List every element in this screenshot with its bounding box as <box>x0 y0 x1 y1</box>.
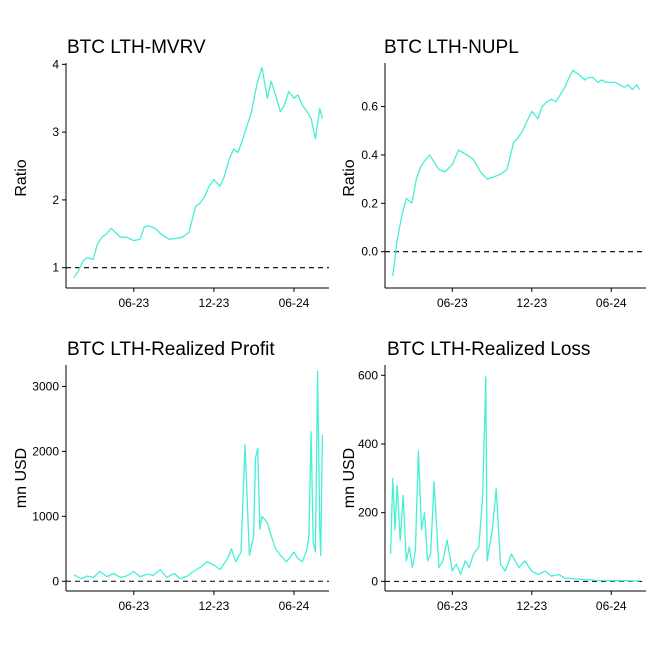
mvrv-ytick-label: 4 <box>52 57 59 71</box>
nupl-ticks: 0.0 0.2 0.4 0.6 06-23 12-23 06-24 <box>361 100 627 310</box>
profit-y-axis-label: mn USD <box>13 448 30 508</box>
profit-ytick-label: 1000 <box>32 509 59 523</box>
nupl-y-axis-label: Ratio <box>341 159 358 196</box>
nupl-ytick-label: 0.6 <box>361 100 378 114</box>
nupl-series-line <box>392 69 641 276</box>
nupl-xtick-label: 06-23 <box>437 296 468 310</box>
profit-series-line <box>73 370 324 580</box>
mvrv-xtick-label: 06-24 <box>279 296 310 310</box>
loss-ytick-label: 0 <box>371 574 378 588</box>
profit-ytick-label: 2000 <box>32 444 59 458</box>
mvrv-panel: BTC LTH-MVRV Ratio 1 2 3 4 06-23 12-23 06-24 <box>13 37 329 310</box>
profit-ticks: 0 1000 2000 3000 06-23 12-23 06-24 <box>32 379 309 613</box>
nupl-panel: BTC LTH-NUPL Ratio 0.0 0.2 0.4 0.6 06-23 12-2… <box>341 37 646 310</box>
profit-title: BTC LTH-Realized Profit <box>67 339 275 360</box>
profit-xtick-label: 06-24 <box>279 599 310 613</box>
loss-ytick-label: 200 <box>358 506 378 520</box>
mvrv-ytick-label: 1 <box>52 261 59 275</box>
profit-panel: BTC LTH-Realized Profit mn USD 0 1000 2000… <box>13 339 329 613</box>
mvrv-ticks: 1 2 3 4 06-23 12-23 06-24 <box>52 57 309 310</box>
profit-xtick-label: 06-23 <box>118 599 149 613</box>
loss-panel: BTC LTH-Realized Loss mn USD 02004006000… <box>341 339 646 613</box>
profit-ytick-label: 0 <box>52 574 59 588</box>
loss-ytick-label: 600 <box>358 368 378 382</box>
nupl-xtick-label: 12-23 <box>516 296 547 310</box>
mvrv-title: BTC LTH-MVRV <box>67 37 206 58</box>
loss-xtick-label: 06-23 <box>437 599 468 613</box>
loss-ticks: 0 200 400 600 06-23 12-23 06-24 <box>358 368 627 613</box>
loss-xtick-label: 12-23 <box>516 599 547 613</box>
mvrv-ytick-label: 3 <box>52 125 59 139</box>
nupl-xtick-label: 06-24 <box>596 296 627 310</box>
nupl-title: BTC LTH-NUPL <box>384 37 519 58</box>
mvrv-xtick-label: 12-23 <box>199 296 230 310</box>
profit-ytick-label: 3000 <box>32 379 59 393</box>
loss-ytick-label: 400 <box>358 437 378 451</box>
loss-y-axis-label: mn USD <box>341 448 358 508</box>
nupl-ytick-label: 0.0 <box>361 245 378 259</box>
profit-xtick-label: 12-23 <box>199 599 230 613</box>
mvrv-series-line <box>73 67 324 279</box>
mvrv-y-axis-label: Ratio <box>13 159 30 196</box>
loss-title: BTC LTH-Realized Loss <box>387 339 590 360</box>
mvrv-xtick-label: 06-23 <box>118 296 149 310</box>
loss-xtick-label: 06-24 <box>596 599 627 613</box>
nupl-ytick-label: 0.4 <box>361 148 378 162</box>
loss-series-line <box>389 376 640 582</box>
nupl-ytick-label: 0.2 <box>361 196 378 210</box>
mvrv-ytick-label: 2 <box>52 193 59 207</box>
